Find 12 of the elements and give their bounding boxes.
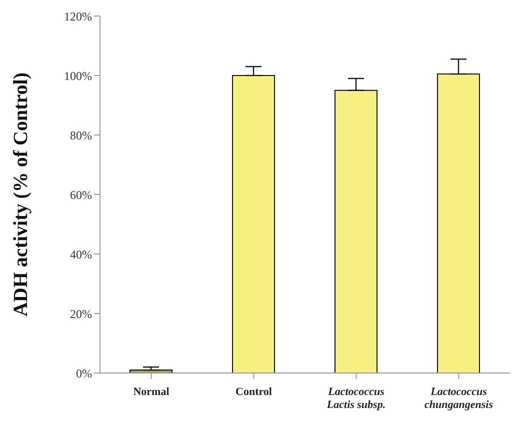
y-tick-label: 100% (64, 68, 92, 83)
y-axis-title: ADH activity (% of Control) (10, 72, 32, 317)
y-tick-label: 60% (70, 188, 92, 202)
x-tick-label: Control (236, 386, 272, 398)
x-tick-label: Normal (133, 386, 170, 398)
y-tick-label: 20% (70, 306, 92, 321)
x-tick-label: Lactococcus chungangensis (424, 386, 493, 411)
y-tick-label: 120% (64, 9, 92, 24)
y-tick-label: 0% (76, 366, 92, 380)
x-tick-label: Lactococcus Lactis subsp. (326, 386, 386, 411)
y-tick-label: 40% (70, 247, 92, 262)
y-tick-label: 80% (70, 128, 92, 142)
